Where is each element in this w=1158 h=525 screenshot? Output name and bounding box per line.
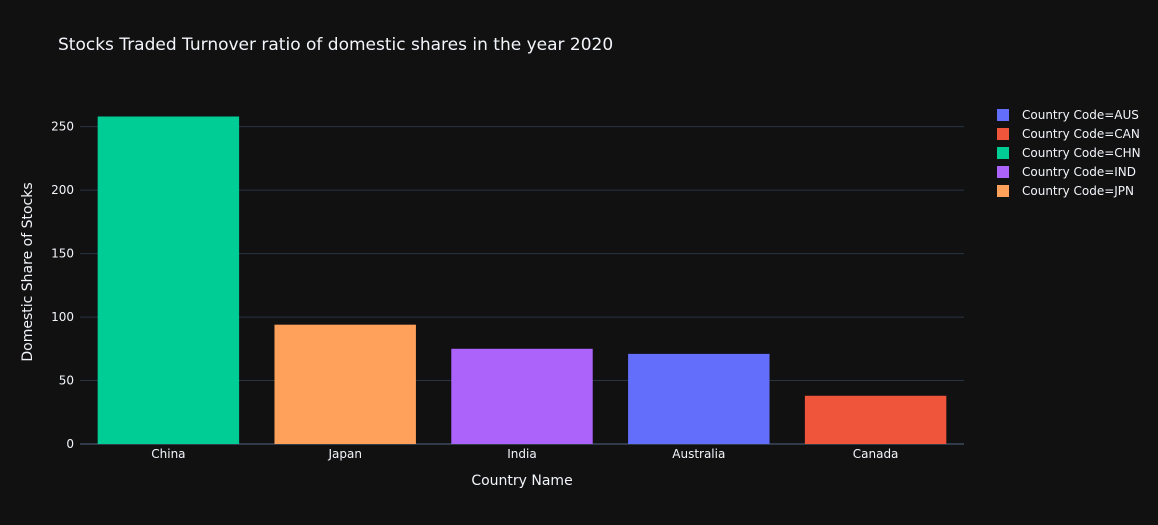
bars [97, 116, 947, 445]
legend-label: Country Code=IND [1022, 165, 1136, 179]
legend-item[interactable]: Country Code=CHN [997, 146, 1141, 160]
legend-item[interactable]: Country Code=IND [997, 165, 1136, 179]
x-tick-label: India [507, 447, 536, 461]
legend-label: Country Code=CAN [1022, 127, 1140, 141]
legend: Country Code=AUS Country Code=CAN Country … [997, 108, 1141, 198]
y-tick-label: 150 [51, 247, 74, 261]
x-tick-label: Japan [327, 447, 361, 461]
bar-india[interactable] [451, 348, 593, 444]
y-tick-label: 100 [51, 310, 74, 324]
bar-china[interactable] [97, 116, 240, 445]
legend-swatch [997, 185, 1009, 197]
x-tick-label: Australia [672, 447, 725, 461]
legend-item[interactable]: Country Code=CAN [997, 127, 1140, 141]
y-tick-label: 0 [66, 437, 74, 451]
legend-item[interactable]: Country Code=AUS [997, 108, 1139, 122]
bar-japan[interactable] [274, 324, 416, 444]
bar-australia[interactable] [628, 353, 770, 444]
legend-swatch [997, 166, 1009, 178]
legend-label: Country Code=AUS [1022, 108, 1139, 122]
bar-canada[interactable] [804, 395, 947, 444]
legend-label: Country Code=CHN [1022, 146, 1141, 160]
y-tick-label: 200 [51, 183, 74, 197]
x-tick-label: China [151, 447, 185, 461]
y-tick-label: 250 [51, 120, 74, 134]
y-axis-title: Domestic Share of Stocks [20, 182, 36, 361]
y-axis-ticks: 0 50 100 150 200 250 [51, 120, 74, 451]
x-tick-label: Canada [853, 447, 899, 461]
chart-title: Stocks Traded Turnover ratio of domestic… [58, 35, 613, 55]
legend-swatch [997, 109, 1009, 121]
legend-swatch [997, 128, 1009, 140]
legend-label: Country Code=JPN [1022, 184, 1134, 198]
legend-item[interactable]: Country Code=JPN [997, 184, 1134, 198]
y-tick-label: 50 [59, 374, 74, 388]
legend-swatch [997, 147, 1009, 159]
x-axis-ticks: China Japan India Australia Canada [151, 447, 898, 461]
x-axis-title: Country Name [471, 473, 572, 489]
